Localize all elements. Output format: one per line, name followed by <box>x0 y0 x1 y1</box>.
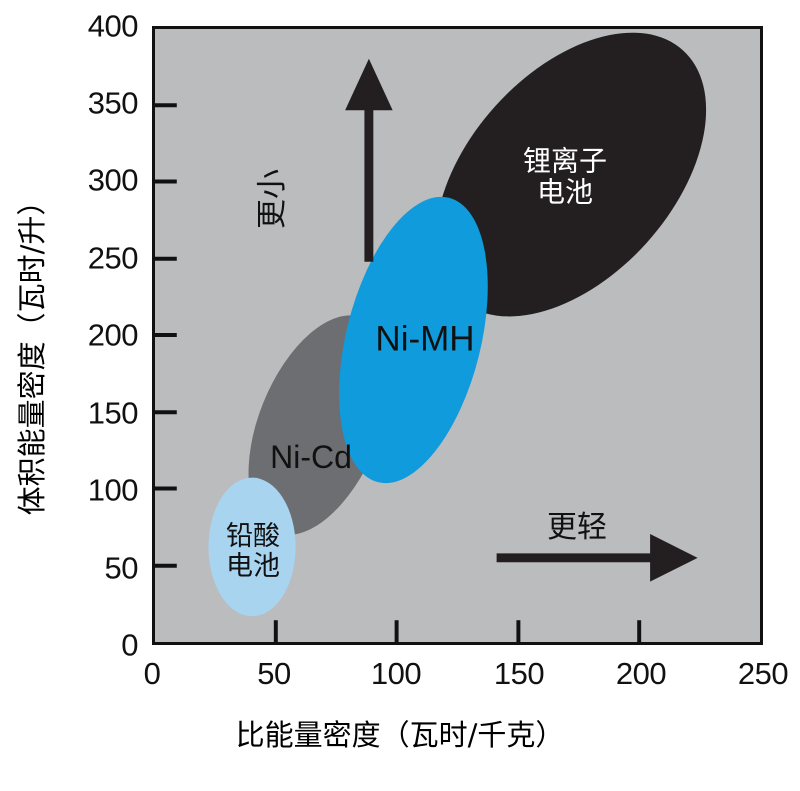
x-axis-title: 比能量密度（瓦时/千克） <box>235 718 565 752</box>
x-axis-tick-labels: 0 50 100 150 200 250 <box>0 658 800 698</box>
y-tick-0: 0 <box>121 627 138 663</box>
y-tick-150: 150 <box>87 395 139 431</box>
y-axis-ticks <box>155 103 177 568</box>
plot-canvas <box>155 32 707 642</box>
y-tick-200: 200 <box>87 317 139 353</box>
annotation-smaller-label: 更小 <box>255 169 290 229</box>
y-tick-350: 350 <box>87 85 139 121</box>
blob-lithium-ion <box>435 32 707 317</box>
y-tick-50: 50 <box>104 550 139 586</box>
y-axis-title: 体积能量密度（瓦时/升） <box>15 186 49 516</box>
arrow-lighter <box>496 534 698 582</box>
x-tick-200: 200 <box>615 656 667 691</box>
x-tick-100: 100 <box>370 656 422 691</box>
y-axis-title-wrapper: 体积能量密度（瓦时/升） <box>0 0 60 700</box>
arrow-smaller <box>345 58 393 262</box>
x-tick-150: 150 <box>493 656 545 691</box>
y-tick-400: 400 <box>87 8 139 44</box>
annotation-lighter-label: 更轻 <box>547 510 607 545</box>
y-tick-250: 250 <box>87 240 139 276</box>
y-tick-100: 100 <box>87 472 139 508</box>
y-axis-tick-labels: 400 350 300 250 200 150 100 50 0 <box>52 0 139 791</box>
x-axis-ticks <box>273 620 642 642</box>
x-tick-250: 250 <box>737 656 789 691</box>
y-tick-300: 300 <box>87 162 139 198</box>
plot-area: 铅酸 电池 Ni-Cd Ni-MH 锂离子 电池 更小 更轻 <box>152 26 763 645</box>
blob-lead-acid <box>208 477 296 617</box>
x-tick-50: 50 <box>257 656 291 691</box>
arrow-smaller-head <box>345 58 393 111</box>
x-tick-0: 0 <box>143 656 161 691</box>
arrow-lighter-head <box>650 534 698 582</box>
blob-ni-mh <box>339 196 488 484</box>
